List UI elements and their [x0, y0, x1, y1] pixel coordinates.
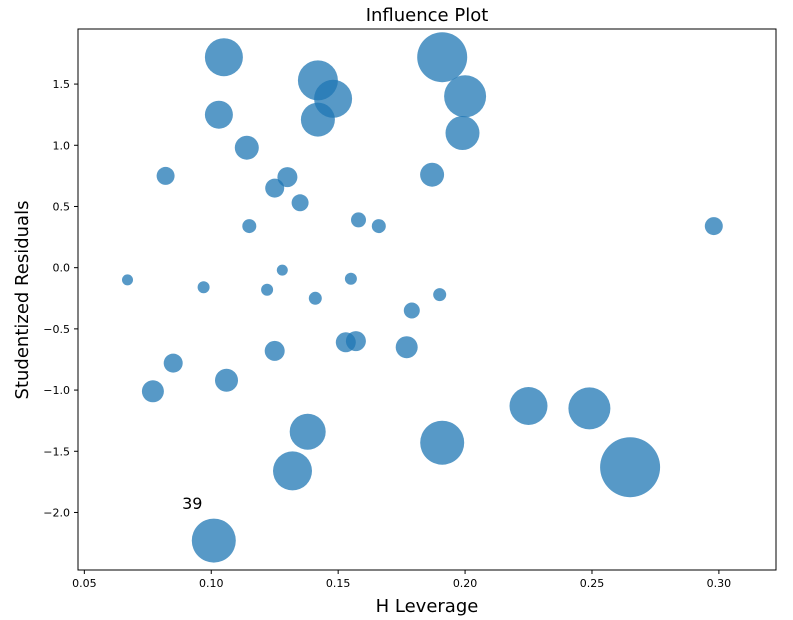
data-point	[191, 518, 236, 563]
x-axis-title: H Leverage	[376, 596, 479, 617]
y-tick-label: 1.5	[53, 78, 71, 91]
y-tick-label: −1.0	[43, 384, 70, 397]
data-point	[265, 178, 285, 198]
data-point	[445, 116, 480, 150]
data-point	[156, 166, 175, 185]
data-point	[141, 380, 164, 403]
point-annotation: 39	[182, 494, 202, 513]
x-tick-label: 0.15	[326, 577, 351, 590]
y-axis: 1.5 1.0 0.5 0.0 −0.5 −1.0 −1.5 −2.0	[43, 78, 78, 519]
data-point	[444, 75, 487, 118]
data-point	[704, 217, 723, 236]
y-tick-label: 0.5	[53, 200, 71, 213]
y-tick-label: −0.5	[43, 323, 70, 336]
data-point	[215, 368, 238, 392]
y-axis-title: Studentized Residuals	[12, 201, 33, 400]
plot-frame	[77, 28, 777, 571]
data-point	[308, 291, 322, 305]
data-point	[291, 194, 309, 212]
data-point	[242, 219, 257, 234]
data-point	[300, 102, 335, 137]
x-tick-label: 0.10	[199, 577, 224, 590]
data-point	[122, 274, 133, 286]
y-tick-label: −1.5	[43, 445, 70, 458]
data-point	[395, 336, 418, 359]
data-point	[403, 302, 420, 319]
y-tick-label: 1.0	[53, 139, 71, 152]
data-point	[417, 32, 468, 83]
data-point	[163, 353, 183, 373]
data-point	[351, 212, 366, 228]
data-point	[261, 283, 274, 296]
chart-title: Influence Plot	[366, 5, 489, 26]
x-axis: 0.05 0.10 0.15 0.20 0.25 0.30	[72, 570, 731, 590]
x-tick-label: 0.25	[580, 577, 605, 590]
data-point	[273, 451, 312, 491]
data-point	[371, 219, 386, 234]
x-tick-label: 0.05	[72, 577, 97, 590]
data-point	[264, 340, 285, 361]
data-point	[433, 288, 447, 302]
data-point	[345, 331, 366, 352]
annotations: 39	[182, 494, 202, 513]
y-tick-label: −2.0	[43, 506, 70, 519]
data-point	[277, 167, 298, 188]
data-point	[234, 135, 259, 160]
data-point	[420, 162, 445, 187]
data-point	[289, 413, 326, 450]
data-point	[568, 387, 611, 430]
data-point	[344, 272, 357, 285]
data-point	[276, 264, 288, 276]
points-layer	[122, 32, 723, 563]
x-tick-label: 0.20	[453, 577, 478, 590]
data-point	[600, 437, 661, 498]
x-tick-label: 0.30	[707, 577, 732, 590]
data-point	[420, 420, 465, 465]
data-point	[197, 281, 210, 294]
y-tick-label: 0.0	[53, 262, 71, 275]
data-point	[204, 38, 243, 77]
data-point	[509, 387, 548, 425]
data-point	[204, 100, 233, 129]
